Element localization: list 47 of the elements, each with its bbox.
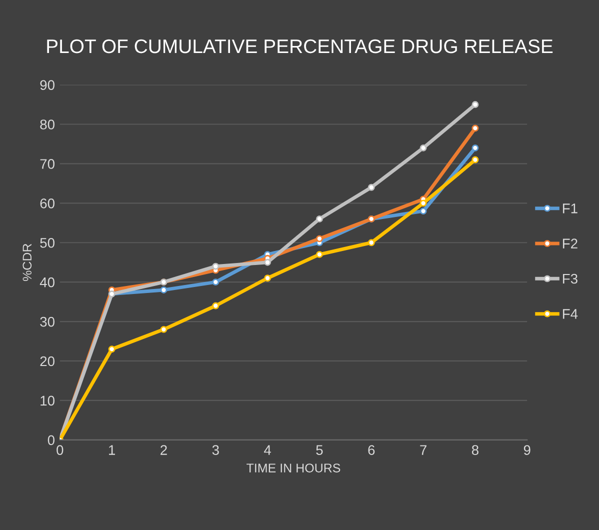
x-axis-title: TIME IN HOURS <box>246 464 340 472</box>
point <box>472 124 479 132</box>
point <box>420 208 427 215</box>
point <box>160 326 168 333</box>
point <box>264 258 272 266</box>
point <box>108 346 116 353</box>
x-tick-label: 7 <box>420 445 426 455</box>
point <box>368 239 375 246</box>
x-tick-label: 5 <box>316 445 323 455</box>
point <box>212 278 220 286</box>
x-tick-label: 6 <box>368 445 375 455</box>
point <box>472 101 479 108</box>
x-tick-label: 3 <box>212 445 219 455</box>
point <box>264 274 272 282</box>
point <box>472 144 479 152</box>
point <box>420 144 427 152</box>
x-tick-label: 0 <box>56 445 64 455</box>
point <box>316 235 323 242</box>
x-tick-label: 8 <box>472 445 478 455</box>
point <box>316 250 323 258</box>
y-tick-label: 10 <box>40 396 54 406</box>
y-tick-label: 20 <box>40 356 54 366</box>
point <box>368 184 375 191</box>
y-tick-label: 30 <box>40 316 54 327</box>
y-tick-label: 60 <box>40 198 54 208</box>
point <box>160 286 168 294</box>
y-axis-title: %CDR <box>22 244 32 282</box>
legend-label: F1 <box>562 204 578 214</box>
legend-label: F2 <box>562 238 578 248</box>
chart-title: PLOT OF CUMULATIVE PERCENTAGE DRUG RELEASE <box>47 39 553 54</box>
x-tick-label: 2 <box>160 445 167 455</box>
x-tick-label: 4 <box>264 445 272 455</box>
point <box>472 156 479 164</box>
y-tick-label: 80 <box>40 120 54 130</box>
x-tick-label: 1 <box>109 445 115 455</box>
legend-label: F3 <box>562 274 578 284</box>
point <box>212 262 220 270</box>
y-tick-label: 90 <box>40 80 54 90</box>
y-tick-label: 0 <box>48 435 54 446</box>
point <box>316 215 323 222</box>
point <box>212 302 220 310</box>
y-tick-label: 50 <box>40 238 54 248</box>
y-tick-label: 70 <box>40 159 54 169</box>
x-tick-label: 9 <box>524 445 530 455</box>
legend-label: F4 <box>562 309 578 319</box>
point <box>420 200 427 207</box>
y-tick-label: 40 <box>40 277 54 288</box>
